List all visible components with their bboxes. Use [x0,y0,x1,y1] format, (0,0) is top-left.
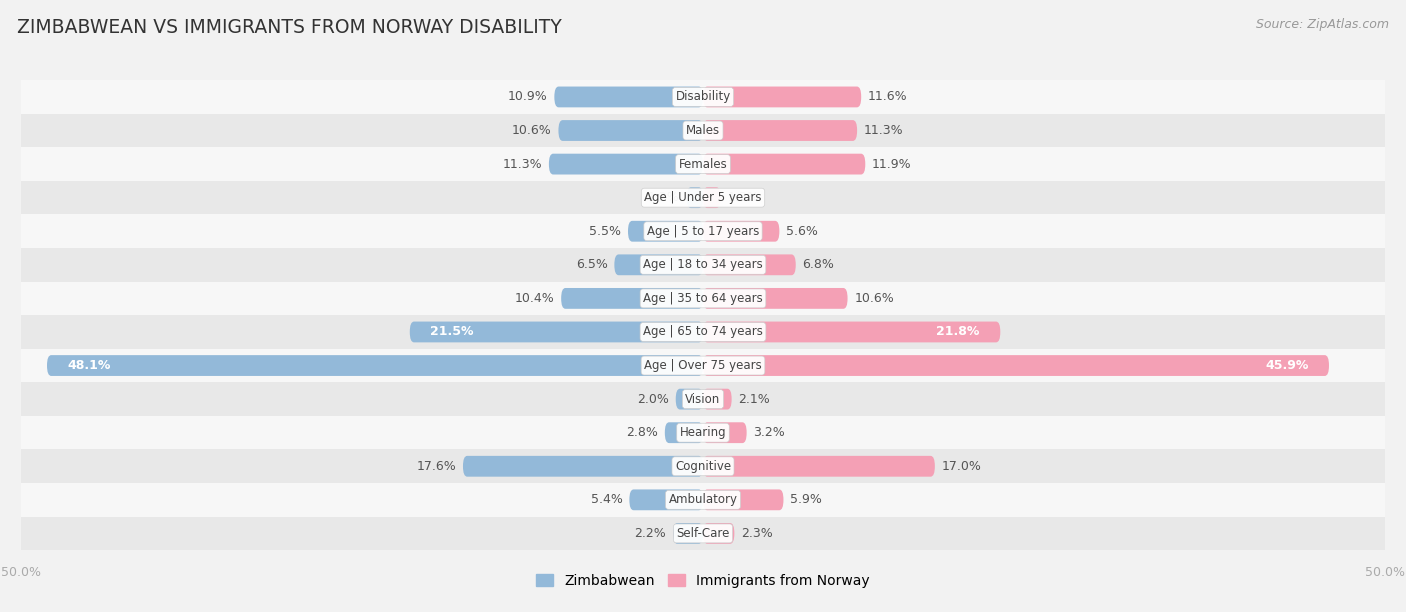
Text: Females: Females [679,158,727,171]
Text: 3.2%: 3.2% [754,426,785,439]
FancyBboxPatch shape [409,321,703,342]
Text: 2.1%: 2.1% [738,393,770,406]
Text: Hearing: Hearing [679,426,727,439]
FancyBboxPatch shape [548,154,703,174]
Bar [21,248,1385,282]
Bar [21,282,1385,315]
Text: Disability: Disability [675,91,731,103]
Text: Age | Over 75 years: Age | Over 75 years [644,359,762,372]
Text: 5.5%: 5.5% [589,225,621,237]
Text: Age | 65 to 74 years: Age | 65 to 74 years [643,326,763,338]
Text: 48.1%: 48.1% [67,359,111,372]
FancyBboxPatch shape [703,321,1000,342]
FancyBboxPatch shape [46,355,703,376]
Bar [21,181,1385,214]
Text: Cognitive: Cognitive [675,460,731,472]
Text: 1.3%: 1.3% [727,191,759,204]
FancyBboxPatch shape [628,221,703,242]
FancyBboxPatch shape [686,187,703,208]
FancyBboxPatch shape [703,422,747,443]
Text: ZIMBABWEAN VS IMMIGRANTS FROM NORWAY DISABILITY: ZIMBABWEAN VS IMMIGRANTS FROM NORWAY DIS… [17,18,561,37]
FancyBboxPatch shape [614,255,703,275]
Text: 5.9%: 5.9% [790,493,823,506]
FancyBboxPatch shape [703,355,1329,376]
Text: 17.0%: 17.0% [942,460,981,472]
Bar [21,315,1385,349]
Text: 2.8%: 2.8% [626,426,658,439]
FancyBboxPatch shape [703,389,731,409]
FancyBboxPatch shape [703,490,783,510]
FancyBboxPatch shape [703,255,796,275]
Bar [21,114,1385,147]
FancyBboxPatch shape [703,154,865,174]
Text: 11.3%: 11.3% [502,158,543,171]
Text: 11.9%: 11.9% [872,158,911,171]
Text: 21.8%: 21.8% [936,326,980,338]
FancyBboxPatch shape [630,490,703,510]
FancyBboxPatch shape [665,422,703,443]
FancyBboxPatch shape [703,456,935,477]
Text: 1.2%: 1.2% [648,191,681,204]
Text: Age | Under 5 years: Age | Under 5 years [644,191,762,204]
Bar [21,517,1385,550]
Text: Ambulatory: Ambulatory [668,493,738,506]
Text: 10.6%: 10.6% [855,292,894,305]
Text: 45.9%: 45.9% [1265,359,1309,372]
Text: 10.6%: 10.6% [512,124,551,137]
Text: 2.3%: 2.3% [741,527,773,540]
Text: Age | 35 to 64 years: Age | 35 to 64 years [643,292,763,305]
Text: 11.6%: 11.6% [868,91,908,103]
Text: 11.3%: 11.3% [863,124,904,137]
FancyBboxPatch shape [554,86,703,107]
FancyBboxPatch shape [703,221,779,242]
Text: 6.8%: 6.8% [803,258,834,271]
Bar [21,214,1385,248]
Text: Vision: Vision [685,393,721,406]
FancyBboxPatch shape [703,187,721,208]
Text: 2.0%: 2.0% [637,393,669,406]
Bar [21,80,1385,114]
FancyBboxPatch shape [703,120,858,141]
Text: Males: Males [686,124,720,137]
Text: Source: ZipAtlas.com: Source: ZipAtlas.com [1256,18,1389,31]
Text: 10.4%: 10.4% [515,292,554,305]
Text: 17.6%: 17.6% [416,460,456,472]
Text: 2.2%: 2.2% [634,527,666,540]
FancyBboxPatch shape [703,523,734,544]
Bar [21,416,1385,449]
Legend: Zimbabwean, Immigrants from Norway: Zimbabwean, Immigrants from Norway [530,569,876,594]
FancyBboxPatch shape [558,120,703,141]
FancyBboxPatch shape [561,288,703,309]
FancyBboxPatch shape [673,523,703,544]
Text: Age | 5 to 17 years: Age | 5 to 17 years [647,225,759,237]
Bar [21,147,1385,181]
Text: 21.5%: 21.5% [430,326,474,338]
Text: Self-Care: Self-Care [676,527,730,540]
Text: 6.5%: 6.5% [575,258,607,271]
FancyBboxPatch shape [703,288,848,309]
Text: 5.6%: 5.6% [786,225,818,237]
Bar [21,349,1385,382]
FancyBboxPatch shape [463,456,703,477]
Bar [21,483,1385,517]
Bar [21,449,1385,483]
FancyBboxPatch shape [676,389,703,409]
Bar [21,382,1385,416]
Text: 10.9%: 10.9% [508,91,547,103]
Text: 5.4%: 5.4% [591,493,623,506]
FancyBboxPatch shape [703,86,862,107]
Text: Age | 18 to 34 years: Age | 18 to 34 years [643,258,763,271]
